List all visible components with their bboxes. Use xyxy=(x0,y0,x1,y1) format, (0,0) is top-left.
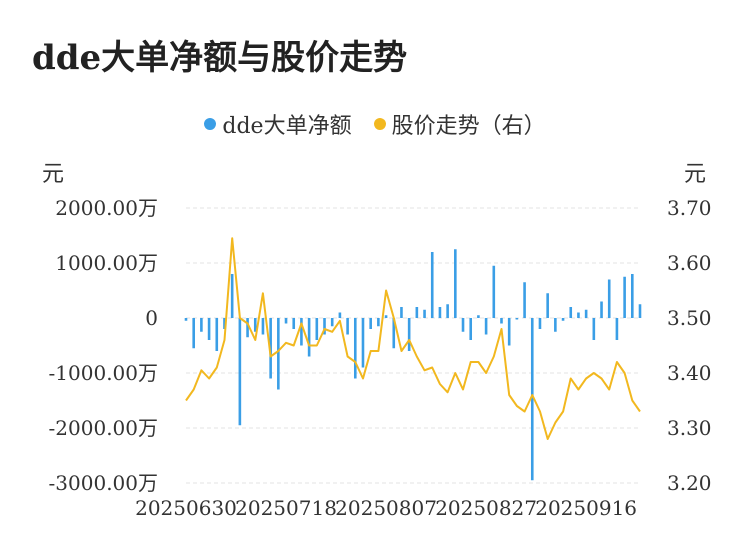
bar[interactable] xyxy=(261,318,265,335)
bar[interactable] xyxy=(246,318,249,338)
right-tick-label: 3.30 xyxy=(667,416,712,440)
bar[interactable] xyxy=(638,304,642,318)
legend-item-line[interactable]: 股价走势（右） xyxy=(373,108,546,140)
right-tick-label: 3.40 xyxy=(667,361,712,385)
left-tick-label: -2000.00万 xyxy=(49,416,158,440)
bar[interactable] xyxy=(400,307,403,318)
right-tick-label: 3.20 xyxy=(667,471,712,495)
bar[interactable] xyxy=(307,318,311,357)
right-tick-label: 3.70 xyxy=(667,196,712,220)
bar[interactable] xyxy=(292,318,296,329)
bar[interactable] xyxy=(492,265,496,318)
bar[interactable] xyxy=(377,318,380,327)
bar[interactable] xyxy=(423,309,426,318)
x-tick-label: 20250630 xyxy=(135,496,237,520)
bar[interactable] xyxy=(461,318,465,332)
bar[interactable] xyxy=(430,252,434,318)
legend-line-label: 股价走势（右） xyxy=(391,114,546,139)
bar[interactable] xyxy=(469,318,473,340)
bar[interactable] xyxy=(454,249,457,318)
bar[interactable] xyxy=(184,318,188,321)
bar[interactable] xyxy=(230,274,234,318)
bar[interactable] xyxy=(561,318,565,321)
bar[interactable] xyxy=(530,318,534,481)
bar[interactable] xyxy=(446,304,449,318)
bar[interactable] xyxy=(392,318,396,349)
right-tick-label: 3.50 xyxy=(667,306,712,330)
bar[interactable] xyxy=(238,318,242,426)
bar[interactable] xyxy=(569,307,573,318)
bar[interactable] xyxy=(330,318,334,327)
right-axis-unit: 元 xyxy=(684,162,707,187)
bar[interactable] xyxy=(223,318,226,329)
x-tick-label: 20250807 xyxy=(335,496,437,520)
bar[interactable] xyxy=(284,318,288,324)
legend-bar-label: dde大单净额 xyxy=(222,114,352,139)
bar[interactable] xyxy=(207,318,211,340)
legend: dde大单净额 股价走势（右） xyxy=(0,108,750,140)
bar[interactable] xyxy=(515,318,519,320)
bar[interactable] xyxy=(361,318,365,368)
bar[interactable] xyxy=(607,279,611,319)
left-tick-label: -3000.00万 xyxy=(49,471,158,495)
bar[interactable] xyxy=(277,318,280,390)
bar[interactable] xyxy=(546,293,549,318)
bar[interactable] xyxy=(300,318,303,346)
x-tick-label: 20250916 xyxy=(535,496,637,520)
bar[interactable] xyxy=(615,318,619,340)
left-tick-label: 2000.00万 xyxy=(55,196,158,220)
legend-item-bar[interactable]: dde大单净额 xyxy=(204,108,352,140)
bar[interactable] xyxy=(500,318,503,324)
bar[interactable] xyxy=(538,318,542,329)
bar[interactable] xyxy=(523,282,526,318)
bar[interactable] xyxy=(577,312,580,319)
right-tick-label: 3.60 xyxy=(667,251,712,275)
bar[interactable] xyxy=(200,318,203,332)
bar[interactable] xyxy=(192,318,195,349)
x-tick-label: 20250827 xyxy=(435,496,537,520)
left-tick-label: 0 xyxy=(145,306,158,330)
x-tick-label: 20250718 xyxy=(235,496,337,520)
bar[interactable] xyxy=(631,274,634,318)
bar[interactable] xyxy=(415,307,419,318)
bar[interactable] xyxy=(407,318,411,351)
chart-title: dde大单净额与股价走势 xyxy=(32,38,408,78)
price-line[interactable] xyxy=(185,237,641,440)
bar[interactable] xyxy=(253,318,257,332)
right-axis-ticks: 3.70 3.60 3.50 3.40 3.30 3.20 xyxy=(667,196,712,495)
bar-series xyxy=(184,249,642,481)
bar[interactable] xyxy=(346,318,349,335)
bar[interactable] xyxy=(438,307,442,318)
bar[interactable] xyxy=(623,276,626,318)
bar[interactable] xyxy=(554,318,557,332)
bar[interactable] xyxy=(269,318,272,379)
bar[interactable] xyxy=(584,309,588,318)
legend-line-dot-icon xyxy=(373,118,386,130)
bar[interactable] xyxy=(600,301,603,319)
bar[interactable] xyxy=(353,318,357,379)
legend-bar-dot-icon xyxy=(204,118,217,130)
left-axis-unit: 元 xyxy=(42,162,65,187)
bar[interactable] xyxy=(507,318,511,346)
left-tick-label: 1000.00万 xyxy=(55,251,158,275)
bar[interactable] xyxy=(338,312,342,319)
bar[interactable] xyxy=(315,318,319,340)
line-series xyxy=(185,237,641,440)
bar[interactable] xyxy=(323,318,326,335)
bar[interactable] xyxy=(384,315,388,318)
bar[interactable] xyxy=(484,318,488,335)
grid-lines xyxy=(186,207,640,484)
left-axis-ticks: 2000.00万 1000.00万 0 -1000.00万 -2000.00万 -3000… xyxy=(49,196,158,495)
bar[interactable] xyxy=(477,315,480,318)
bar[interactable] xyxy=(369,318,372,329)
left-tick-label: -1000.00万 xyxy=(49,361,158,385)
bar[interactable] xyxy=(215,318,219,351)
bar[interactable] xyxy=(592,318,596,340)
